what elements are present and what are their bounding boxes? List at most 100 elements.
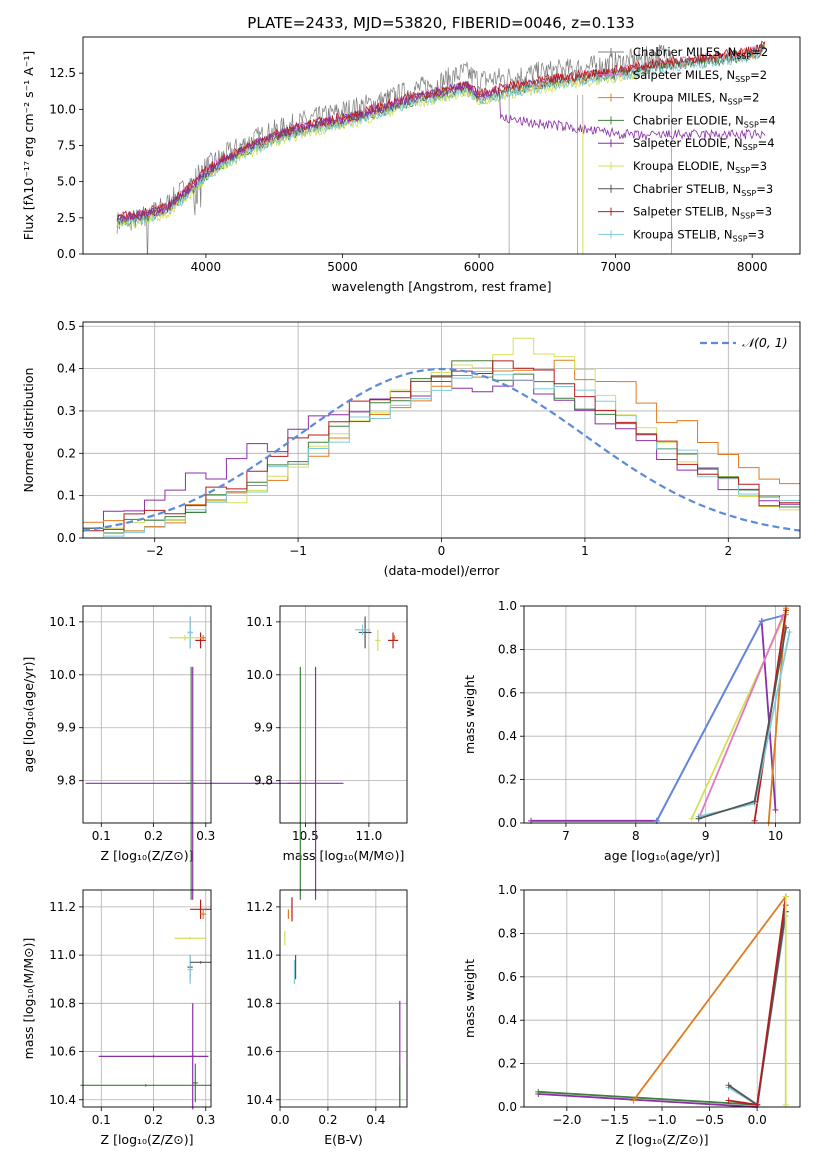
- model-spectrum-purple-line: [116, 81, 766, 222]
- x-tick-label: 0.1: [92, 829, 111, 843]
- axes-frame: [279, 605, 408, 824]
- x-tick-label: 8000: [737, 260, 768, 274]
- y-axis-label: mass [log₁₀(M/M⊙)]: [21, 938, 36, 1060]
- y-tick-label: 10.1: [49, 615, 76, 629]
- y-axis-label: age [log₁₀(age/yr)]: [21, 657, 36, 773]
- spectrum-legend: Chabrier MILES, NSSP=2 Salpeter MILES, NS…: [598, 45, 776, 243]
- axes-frame: [82, 889, 212, 1108]
- x-tick-label: 0.0: [748, 1113, 767, 1127]
- y-tick-label: 9.8: [57, 774, 76, 788]
- x-tick-label: 8: [632, 829, 640, 843]
- normal-curve-line: [83, 367, 800, 532]
- axes-frame: [82, 605, 212, 824]
- weight-blue-line: [656, 613, 787, 822]
- y-tick-label: 0.4: [498, 1013, 517, 1027]
- y-tick-label: 10.8: [246, 996, 273, 1010]
- legend-label: Kroupa ELODIE, NSSP=3: [633, 159, 767, 175]
- spectrum-lines: [116, 40, 766, 254]
- x-tick-label: 0.2: [144, 1113, 163, 1127]
- x-axis-label: age [log₁₀(age/yr)]: [604, 848, 720, 863]
- residuals-axes: −2 −1 0 1 2 0.0 0.1 0.2 0.3 0.4 0.5 (data-model)/er…: [21, 319, 800, 578]
- mass-vs-Z-points: [80, 899, 211, 1110]
- figure-title: PLATE=2433, MJD=53820, FIBERID=0046, z=0…: [247, 14, 634, 32]
- y-tick-label: 0.4: [57, 362, 76, 376]
- y-tick-label: 10.4: [49, 1093, 76, 1107]
- axes-frame: [82, 321, 801, 539]
- histogram-series: [83, 337, 800, 538]
- y-tick-label: 0.6: [498, 686, 517, 700]
- x-tick-label: 5000: [327, 260, 358, 274]
- y-tick-label: 0.8: [498, 926, 517, 940]
- age-vs-Z-axes: 0.1 0.2 0.3 9.8 9.9 10.0 10.1 Z [log₁₀(Z/Z⊙)] ag…: [21, 606, 215, 863]
- y-tick-label: 11.0: [246, 948, 273, 962]
- histogram-darkred-step: [83, 360, 800, 532]
- y-tick-label: 10.4: [246, 1093, 273, 1107]
- legend-label: Salpeter STELIB, NSSP=3: [633, 205, 772, 221]
- weight-vs-Z-axes: −2.0 −1.5 −1.0 −0.5 0.0 0.0 0.2 0.4 0.6 0.8 1.0 Z […: [462, 883, 800, 1147]
- x-tick-label: −1.5: [600, 1113, 629, 1127]
- x-tick-label: 0.3: [196, 1113, 215, 1127]
- mass-vs-EBV-axes: 0.0 0.2 0.4 10.4 10.6 10.8 11.0 11.2 E(B-V): [246, 890, 407, 1147]
- y-axis-label: mass weight: [462, 675, 477, 754]
- y-tick-label: 11.2: [49, 900, 76, 914]
- y-tick-label: 10.6: [49, 1045, 76, 1059]
- legend-label: Chabrier STELIB, NSSP=3: [633, 182, 773, 198]
- y-tick-label: 0.8: [498, 642, 517, 656]
- legend-label: Salpeter ELODIE, NSSP=4: [633, 136, 775, 152]
- y-tick-label: 10.1: [246, 615, 273, 629]
- x-tick-label: −2.0: [552, 1113, 581, 1127]
- x-tick-label: 9: [702, 829, 710, 843]
- y-tick-label: 1.0: [498, 883, 517, 897]
- x-tick-label: −1: [289, 544, 307, 558]
- y-tick-label: 10.0: [246, 668, 273, 682]
- y-tick-label: 0.2: [57, 446, 76, 460]
- x-axis-label: Z [log₁₀(Z/Z⊙)]: [101, 848, 194, 863]
- x-tick-label: 10: [768, 829, 783, 843]
- x-tick-label: 10.5: [292, 829, 319, 843]
- x-tick-label: −0.5: [695, 1113, 724, 1127]
- y-tick-label: 0.0: [498, 816, 517, 830]
- y-tick-label: 9.9: [57, 721, 76, 735]
- weight-orange-line: [632, 895, 787, 1102]
- y-tick-label: 9.9: [254, 721, 273, 735]
- axes-frame: [82, 36, 801, 255]
- y-axis-label: mass weight: [462, 959, 477, 1038]
- x-tick-label: 0.1: [92, 1113, 111, 1127]
- x-tick-label: 0.4: [366, 1113, 385, 1127]
- model-spectrum-yellowgreen-line: [116, 69, 643, 229]
- x-tick-label: 7000: [600, 260, 631, 274]
- age-vs-mass-axes: 10.5 11.0 9.8 9.9 10.0 10.1 mass [log₁₀(M/M⊙)]: [246, 606, 407, 863]
- axes-frame: [523, 605, 801, 824]
- x-tick-label: 7: [562, 829, 570, 843]
- y-tick-label: 0.6: [498, 970, 517, 984]
- weight-vs-age-lines: [527, 605, 793, 826]
- y-tick-label: 0.4: [498, 729, 517, 743]
- axes-frame: [279, 889, 408, 1108]
- legend-label: Chabrier ELODIE, NSSP=4: [633, 113, 776, 129]
- x-tick-label: −2: [146, 544, 164, 558]
- weight-pink-line: [697, 616, 784, 820]
- legend-label: Salpeter MILES, NSSP=2: [633, 68, 767, 84]
- y-tick-label: 0.5: [57, 319, 76, 333]
- y-tick-label: 1.0: [498, 599, 517, 613]
- x-tick-label: 11.0: [356, 829, 383, 843]
- legend-label: Kroupa MILES, NSSP=2: [633, 91, 759, 107]
- mass-vs-Z-axes: 0.1 0.2 0.3 10.4 10.6 10.8 11.0 11.2 Z [log₁₀(Z/…: [21, 890, 215, 1147]
- age-vs-mass-points: [287, 616, 399, 900]
- legend-label: 𝒩(0, 1): [742, 335, 788, 350]
- x-tick-label: 0: [438, 544, 446, 558]
- spectrum-axes: 4000 5000 6000 7000 8000 0.0 2.5 5.0 7.5 10.0 12.5…: [21, 51, 767, 294]
- y-tick-label: 0.0: [57, 247, 76, 261]
- x-axis-label: mass [log₁₀(M/M⊙)]: [283, 848, 405, 863]
- x-axis-label: (data-model)/error: [384, 563, 501, 578]
- x-tick-label: 1: [581, 544, 589, 558]
- y-tick-label: 0.2: [498, 1057, 517, 1071]
- age-vs-Z-points: [85, 616, 300, 900]
- y-tick-label: 7.5: [57, 139, 76, 153]
- x-tick-label: 4000: [191, 260, 222, 274]
- y-tick-label: 0.0: [57, 531, 76, 545]
- residual-legend: 𝒩(0, 1): [700, 335, 788, 350]
- legend-label: Kroupa STELIB, NSSP=3: [633, 227, 764, 243]
- x-axis-label: Z [log₁₀(Z/Z⊙)]: [616, 1132, 709, 1147]
